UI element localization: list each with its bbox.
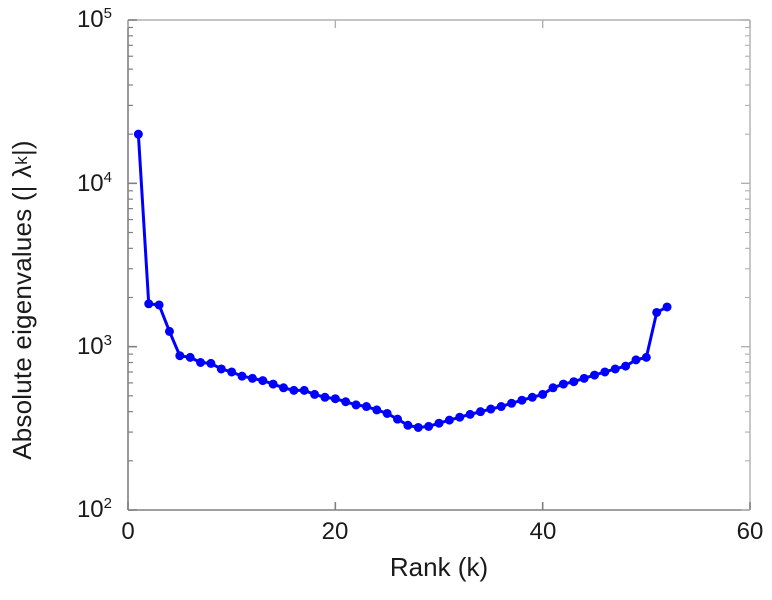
- data-point: [268, 379, 278, 389]
- data-point: [652, 307, 662, 317]
- y-axis-label-subscript: k: [12, 156, 31, 165]
- series-0: [133, 129, 672, 432]
- x-tick-label-20: 20: [321, 518, 349, 545]
- data-point: [496, 402, 506, 412]
- data-point: [164, 326, 174, 336]
- data-point: [579, 373, 589, 383]
- data-point: [631, 355, 641, 365]
- data-point: [144, 299, 154, 309]
- y-tick-label-1e2: 102: [76, 495, 112, 523]
- data-point: [434, 418, 444, 428]
- data-point: [475, 407, 485, 417]
- data-point: [558, 379, 568, 389]
- data-point: [403, 420, 413, 430]
- x-tick-label-0: 0: [121, 518, 135, 545]
- data-point: [600, 367, 610, 377]
- data-point: [393, 414, 403, 424]
- data-point: [444, 415, 454, 425]
- data-point: [486, 404, 496, 414]
- data-point: [206, 358, 216, 368]
- data-point: [507, 398, 517, 408]
- data-point: [621, 361, 631, 371]
- series-line: [136, 132, 669, 429]
- data-point: [548, 383, 558, 393]
- axis-ticks: [127, 19, 751, 511]
- data-point: [247, 373, 257, 383]
- data-point: [538, 389, 548, 399]
- data-point: [372, 405, 382, 415]
- data-point: [517, 395, 527, 405]
- data-point: [320, 392, 330, 402]
- data-point: [227, 367, 237, 377]
- data-point: [237, 371, 247, 381]
- y-tick-label-1e3: 103: [76, 332, 112, 360]
- y-axis-tick-labels: 105 104 103 102: [40, 0, 112, 530]
- data-point: [382, 408, 392, 418]
- data-point: [216, 364, 226, 374]
- data-point: [310, 389, 320, 399]
- data-point: [590, 370, 599, 380]
- data-point: [289, 385, 299, 395]
- data-point: [413, 422, 423, 432]
- data-point: [527, 392, 537, 402]
- x-axis-label: Rank (k): [389, 552, 489, 582]
- y-tick-label-1e4: 104: [76, 169, 112, 197]
- y-tick-label-1e5: 105: [76, 5, 112, 33]
- y-axis-label-tail: |): [6, 140, 37, 157]
- data-point: [299, 385, 309, 395]
- x-tick-label-40: 40: [529, 518, 557, 545]
- x-tick-label-60: 60: [736, 518, 764, 545]
- data-point: [455, 412, 465, 422]
- data-point: [465, 409, 475, 419]
- data-point: [569, 377, 579, 387]
- data-point: [641, 352, 651, 362]
- data-point: [154, 300, 164, 310]
- data-point: [185, 352, 195, 362]
- data-series-layer: [133, 129, 672, 432]
- data-point: [351, 400, 361, 410]
- data-point: [196, 358, 206, 367]
- y-axis-label-main: Absolute eigenvalues (| λ: [6, 164, 37, 460]
- data-point: [133, 129, 143, 139]
- data-point: [279, 383, 288, 393]
- data-point: [341, 397, 351, 407]
- data-point: [361, 402, 371, 412]
- axes-frame: [127, 19, 751, 511]
- y-axis-label: Absolute eigenvalues (| λ k |): [0, 0, 44, 600]
- data-point: [610, 364, 620, 374]
- data-point: [175, 351, 185, 361]
- data-point: [424, 421, 434, 431]
- data-point: [330, 394, 340, 404]
- data-point: [258, 376, 268, 386]
- data-point: [662, 302, 672, 312]
